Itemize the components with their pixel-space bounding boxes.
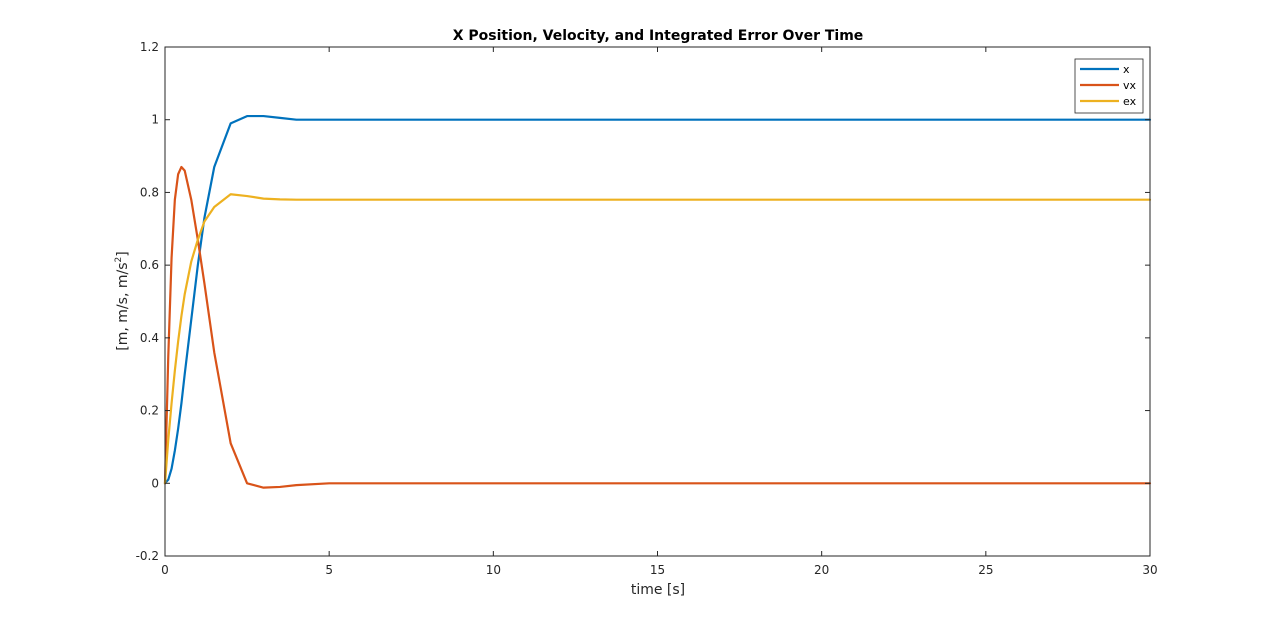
- y-tick-label: 1: [151, 113, 159, 127]
- y-tick-label: 0: [151, 476, 159, 490]
- series-line-vx: [163, 165, 1152, 489]
- x-tick-label: 10: [486, 563, 501, 577]
- chart-title: X Position, Velocity, and Integrated Err…: [453, 28, 864, 44]
- x-axis-label: time [s]: [631, 582, 685, 598]
- x-tick-label: 25: [978, 563, 993, 577]
- series-line-x: [163, 114, 1152, 485]
- y-axis-label-main: [m, m/s, m/s: [115, 263, 131, 351]
- y-tick-label: 0.4: [140, 331, 159, 345]
- x-tick-label: 0: [161, 563, 169, 577]
- x-tick-label: 30: [1142, 563, 1157, 577]
- legend: x vx ex: [1074, 58, 1144, 114]
- y-tick-label: 0.2: [140, 404, 159, 418]
- x-tick-label: 20: [814, 563, 829, 577]
- y-axis-label-superscript: 2: [114, 257, 124, 263]
- legend-label-x: x: [1123, 63, 1130, 76]
- y-axis-label: [m, m/s, m/s2]: [114, 251, 131, 350]
- legend-label-vx: vx: [1123, 79, 1137, 92]
- y-tick-label: -0.2: [136, 549, 159, 563]
- plot-area: [165, 47, 1150, 556]
- y-tick-label: 0.6: [140, 258, 159, 272]
- y-tick-label: 0.8: [140, 185, 159, 199]
- y-tick-label: 1.2: [140, 40, 159, 54]
- x-tick-label: 15: [650, 563, 665, 577]
- y-axis-label-end: ]: [115, 251, 131, 256]
- legend-label-ex: ex: [1123, 95, 1137, 108]
- series-line-ex: [163, 193, 1152, 485]
- x-tick-label: 5: [325, 563, 333, 577]
